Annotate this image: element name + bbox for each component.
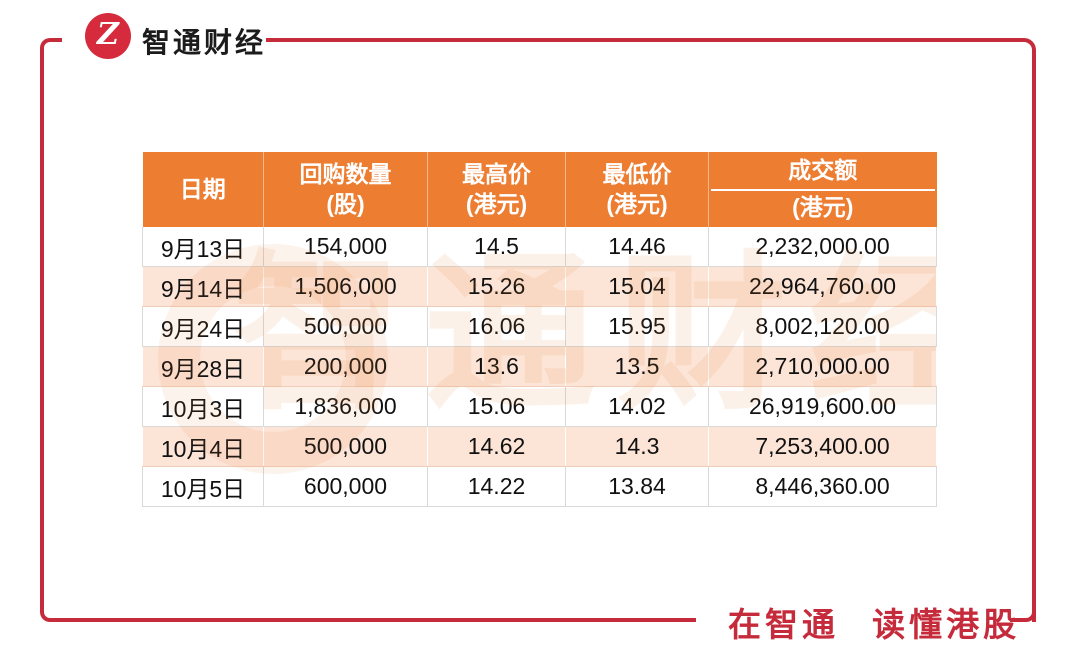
table-row: 9月24日 500,000 16.06 15.95 8,002,120.00: [142, 306, 937, 347]
frame-bottom-line: [60, 618, 696, 622]
column-unit: (港元): [792, 194, 854, 220]
column-header: 日期: [142, 152, 264, 227]
table-body: 9月13日 154,000 14.5 14.46 2,232,000.00 9月14日 1,…: [142, 227, 937, 507]
table-cell: 15.95: [565, 306, 709, 347]
column-unit: (港元): [606, 190, 668, 217]
table-cell: 14.22: [427, 466, 566, 507]
frame-top-right-line: [266, 38, 1036, 622]
table-cell: 13.5: [565, 346, 709, 387]
table-cell: 500,000: [263, 306, 428, 347]
table-row: 9月13日 154,000 14.5 14.46 2,232,000.00: [142, 227, 937, 267]
tagline-part2: 读懂港股: [872, 606, 1021, 643]
table-cell: 500,000: [263, 426, 428, 467]
column-title: 成交额: [711, 156, 935, 191]
table-cell: 8,446,360.00: [708, 466, 937, 507]
table-cell: 8,002,120.00: [708, 306, 937, 347]
table-cell: 16.06: [427, 306, 566, 347]
brand-name: 智通财经: [142, 27, 267, 58]
table-cell: 26,919,600.00: [708, 386, 937, 427]
table-cell: 200,000: [263, 346, 428, 387]
table-cell: 14.46: [565, 227, 709, 267]
table-cell: 9月24日: [142, 306, 264, 347]
column-title: 回购数量: [299, 160, 392, 187]
table-cell: 10月5日: [142, 466, 264, 507]
column-header: 最高价 (港元): [427, 152, 566, 227]
tagline-part1: 在智通: [728, 606, 839, 643]
table-cell: 9月13日: [142, 227, 264, 267]
table-cell: 9月14日: [142, 266, 264, 307]
column-title: 最高价: [462, 160, 531, 187]
table-cell: 15.26: [427, 266, 566, 307]
zhitong-logo-icon: Z: [85, 13, 131, 59]
table-cell: 14.5: [427, 227, 566, 267]
table-cell: 10月4日: [142, 426, 264, 467]
column-title: 日期: [179, 175, 226, 202]
table-cell: 1,506,000: [263, 266, 428, 307]
buyback-table: 日期 回购数量 (股) 最高价 (港元) 最低价 (港元) 成交额 (港元) 9月13日 154,…: [142, 152, 937, 507]
frame-left-bracket: [40, 38, 62, 622]
logo-letter: Z: [97, 17, 119, 52]
table-header: 日期 回购数量 (股) 最高价 (港元) 最低价 (港元) 成交额 (港元): [142, 152, 937, 227]
table-cell: 10月3日: [142, 386, 264, 427]
table-cell: 154,000: [263, 227, 428, 267]
frame-bottom-right-bracket: [1010, 600, 1036, 622]
column-title: 最低价: [602, 160, 672, 187]
column-unit: (港元): [465, 190, 528, 217]
table-cell: 600,000: [263, 466, 428, 507]
table-cell: 22,964,760.00: [708, 266, 937, 307]
column-header: 成交额 (港元): [708, 152, 937, 227]
table-cell: 14.02: [565, 386, 709, 427]
table-cell: 2,710,000.00: [708, 346, 937, 387]
footer-tagline: 在智通 读懂港股: [728, 598, 1020, 646]
table-cell: 2,232,000.00: [708, 227, 937, 267]
table-cell: 15.06: [427, 386, 566, 427]
table-row: 10月4日 500,000 14.62 14.3 7,253,400.00: [142, 426, 937, 467]
table-cell: 14.3: [565, 426, 709, 467]
column-header: 回购数量 (股): [263, 152, 428, 227]
table-cell: 13.6: [427, 346, 566, 387]
table-cell: 14.62: [427, 426, 566, 467]
table-row: 9月14日 1,506,000 15.26 15.04 22,964,760.00: [142, 266, 937, 307]
table-row: 10月3日 1,836,000 15.06 14.02 26,919,600.00: [142, 386, 937, 427]
table-header-row: 日期 回购数量 (股) 最高价 (港元) 最低价 (港元) 成交额 (港元): [142, 152, 937, 227]
column-header: 最低价 (港元): [565, 152, 709, 227]
table-cell: 9月28日: [142, 346, 264, 387]
table-row: 10月5日 600,000 14.22 13.84 8,446,360.00: [142, 466, 937, 507]
table-row: 9月28日 200,000 13.6 13.5 2,710,000.00: [142, 346, 937, 387]
table-cell: 13.84: [565, 466, 709, 507]
table-cell: 1,836,000: [263, 386, 428, 427]
table-cell: 15.04: [565, 266, 709, 307]
table-cell: 7,253,400.00: [708, 426, 937, 467]
column-unit: (股): [326, 190, 365, 217]
